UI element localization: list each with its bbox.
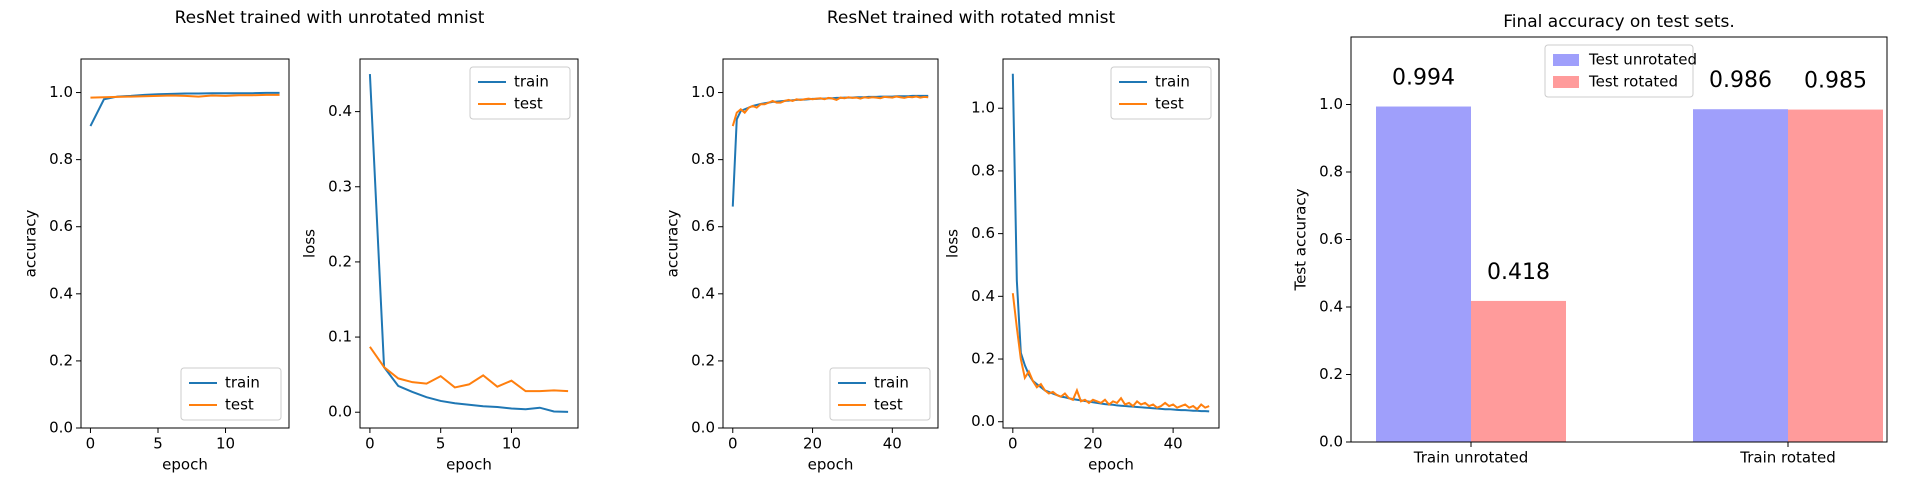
legend-label: test <box>225 396 254 414</box>
legend-label: test <box>874 396 903 414</box>
y-tick-label: 0.8 <box>49 150 73 168</box>
x-tick-label: 5 <box>153 435 163 453</box>
line-series <box>731 95 929 127</box>
y-tick-label: 0.0 <box>1319 433 1343 451</box>
x-tick-label: 10 <box>502 435 521 453</box>
y-tick-label: 0.1 <box>328 328 352 346</box>
legend-label: train <box>225 374 260 392</box>
legend-swatch <box>1553 76 1579 88</box>
x-axis-label: epoch <box>1088 456 1134 474</box>
y-tick-label: 0.8 <box>1319 163 1343 181</box>
bar <box>1693 109 1788 442</box>
axes-frame <box>359 58 579 429</box>
y-tick-label: 0.6 <box>691 217 715 235</box>
legend-label: train <box>1155 73 1190 91</box>
y-axis-label: accuracy <box>22 210 40 278</box>
y-tick-label: 1.0 <box>1319 95 1343 113</box>
x-tick-label: 0 <box>365 435 375 453</box>
y-axis-label: loss <box>944 229 962 258</box>
bar <box>1471 300 1566 442</box>
x-axis-label: epoch <box>162 456 208 474</box>
y-tick-label: 0.6 <box>1319 230 1343 248</box>
figure-subtitle: ResNet trained with rotated mnist <box>827 8 1116 28</box>
y-tick-label: 1.0 <box>691 83 715 101</box>
line-series <box>368 73 569 413</box>
y-tick-label: 0.6 <box>49 217 73 235</box>
y-tick-label: 0.6 <box>971 224 995 242</box>
bar-value-label: 0.994 <box>1392 66 1455 91</box>
x-tick-label: 0 <box>728 435 738 453</box>
legend-label: Test unrotated <box>1588 51 1697 69</box>
x-tick-label: 10 <box>216 435 235 453</box>
legend-swatch <box>1553 54 1579 66</box>
legend-label: test <box>514 95 543 113</box>
bar-value-label: 0.418 <box>1487 260 1550 285</box>
y-tick-label: 1.0 <box>971 99 995 117</box>
y-axis-label: accuracy <box>664 210 682 278</box>
y-tick-label: 1.0 <box>49 83 73 101</box>
legend-box <box>1110 66 1212 120</box>
x-tick-label: Train rotated <box>1739 449 1835 467</box>
legend-box <box>1544 44 1694 98</box>
x-tick-label: 0 <box>86 435 96 453</box>
y-tick-label: 0.4 <box>328 102 352 120</box>
y-axis-label: loss <box>301 229 319 258</box>
y-tick-label: 0.2 <box>49 351 73 369</box>
bar-value-label: 0.985 <box>1804 69 1867 94</box>
chart-title: Final accuracy on test sets. <box>1503 12 1735 32</box>
legend-box <box>469 66 571 120</box>
y-tick-label: 0.0 <box>49 419 73 437</box>
axes-frame <box>1350 36 1888 443</box>
x-tick-label: 20 <box>1083 435 1102 453</box>
y-tick-label: 0.0 <box>691 419 715 437</box>
y-axis-label: Test accuracy <box>1292 188 1310 291</box>
x-tick-label: 5 <box>436 435 446 453</box>
y-tick-label: 0.0 <box>328 403 352 421</box>
axes-frame <box>80 58 290 429</box>
line-series <box>1011 293 1210 411</box>
line-series <box>731 94 929 207</box>
y-tick-label: 0.4 <box>49 284 73 302</box>
y-tick-label: 0.0 <box>971 412 995 430</box>
figure-subtitle: ResNet trained with unrotated mnist <box>175 8 485 28</box>
x-tick-label: Train unrotated <box>1413 449 1529 467</box>
y-tick-label: 0.4 <box>971 287 995 305</box>
y-tick-label: 0.2 <box>328 252 352 270</box>
bar-value-label: 0.986 <box>1709 68 1772 93</box>
y-tick-label: 0.2 <box>971 350 995 368</box>
legend-box <box>180 367 282 421</box>
x-axis-label: epoch <box>446 456 492 474</box>
y-tick-label: 0.4 <box>691 284 715 302</box>
x-tick-label: 0 <box>1008 435 1018 453</box>
bar <box>1376 106 1471 443</box>
legend-label: Test rotated <box>1588 73 1678 91</box>
line-series <box>1011 73 1210 413</box>
y-tick-label: 0.3 <box>328 177 352 195</box>
line-series <box>369 346 569 393</box>
y-tick-label: 0.8 <box>971 161 995 179</box>
x-tick-label: 40 <box>1164 435 1183 453</box>
legend-label: train <box>874 374 909 392</box>
x-tick-label: 20 <box>803 435 822 453</box>
y-tick-label: 0.4 <box>1319 298 1343 316</box>
axes-frame <box>722 58 939 429</box>
legend-label: test <box>1155 95 1184 113</box>
y-tick-label: 0.2 <box>1319 365 1343 383</box>
y-tick-label: 0.8 <box>691 150 715 168</box>
line-series <box>90 93 280 99</box>
y-tick-label: 0.2 <box>691 351 715 369</box>
legend-box <box>829 367 931 421</box>
legend-label: train <box>514 73 549 91</box>
x-tick-label: 40 <box>883 435 902 453</box>
x-axis-label: epoch <box>808 456 854 474</box>
bar <box>1788 109 1883 442</box>
axes-frame <box>1002 58 1220 429</box>
